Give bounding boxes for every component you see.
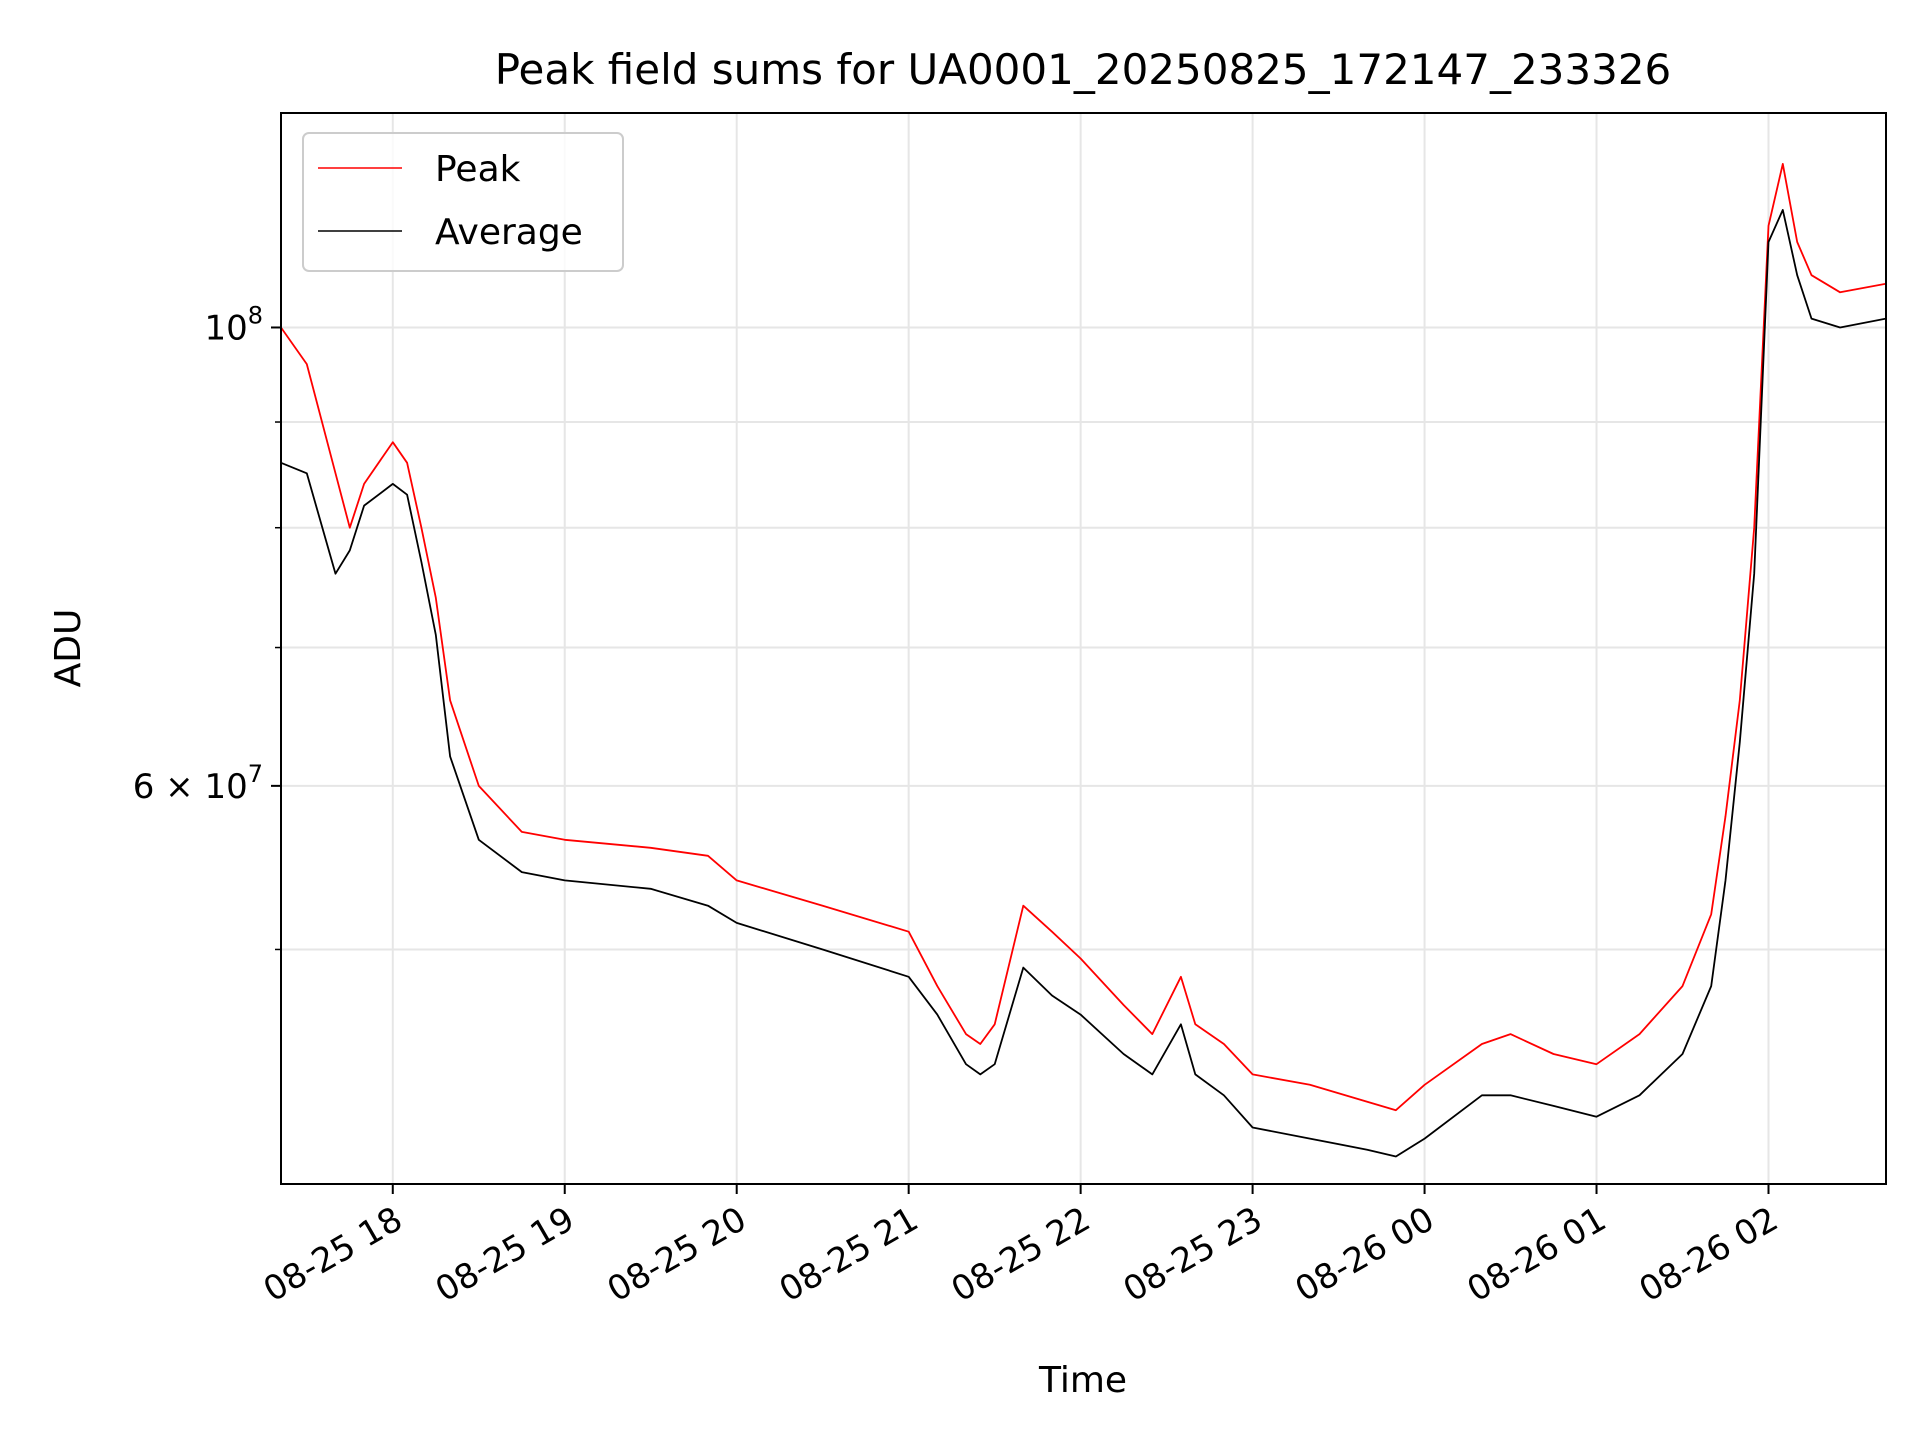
x-tick-label: 08-26 01 bbox=[1461, 1199, 1613, 1310]
grid-lines bbox=[281, 113, 1886, 1184]
plot-frame bbox=[280, 112, 1887, 1185]
y-tick-label: 108 bbox=[204, 301, 263, 348]
legend-label-peak: Peak bbox=[435, 149, 521, 190]
x-tick-label: 08-25 22 bbox=[945, 1199, 1097, 1310]
x-tick-label: 08-25 18 bbox=[257, 1199, 409, 1310]
x-tick-label: 08-25 21 bbox=[773, 1199, 925, 1310]
series-line-average bbox=[281, 208, 1886, 1158]
y-tick-label: 6 × 107 bbox=[133, 760, 263, 807]
x-tick-label: 08-25 19 bbox=[429, 1199, 581, 1310]
legend-label-average: Average bbox=[435, 212, 583, 253]
y-axis-ticks: 108 6 × 107 bbox=[133, 301, 281, 951]
legend: Peak Average bbox=[302, 132, 624, 272]
x-tick-label: 08-26 00 bbox=[1289, 1199, 1441, 1310]
x-axis-label: Time bbox=[1038, 1360, 1127, 1401]
y-axis-label: ADU bbox=[48, 609, 89, 688]
chart-title: Peak field sums for UA0001_20250825_1721… bbox=[495, 45, 1672, 94]
series-lines bbox=[281, 162, 1886, 1158]
x-axis-ticks: 08-25 18 08-25 19 08-25 20 08-25 21 08-25 22… bbox=[257, 1184, 1785, 1310]
series-line-peak bbox=[281, 162, 1886, 1112]
x-tick-label: 08-26 02 bbox=[1633, 1199, 1785, 1310]
x-tick-label: 08-25 23 bbox=[1117, 1199, 1269, 1310]
x-tick-label: 08-25 20 bbox=[601, 1199, 753, 1310]
